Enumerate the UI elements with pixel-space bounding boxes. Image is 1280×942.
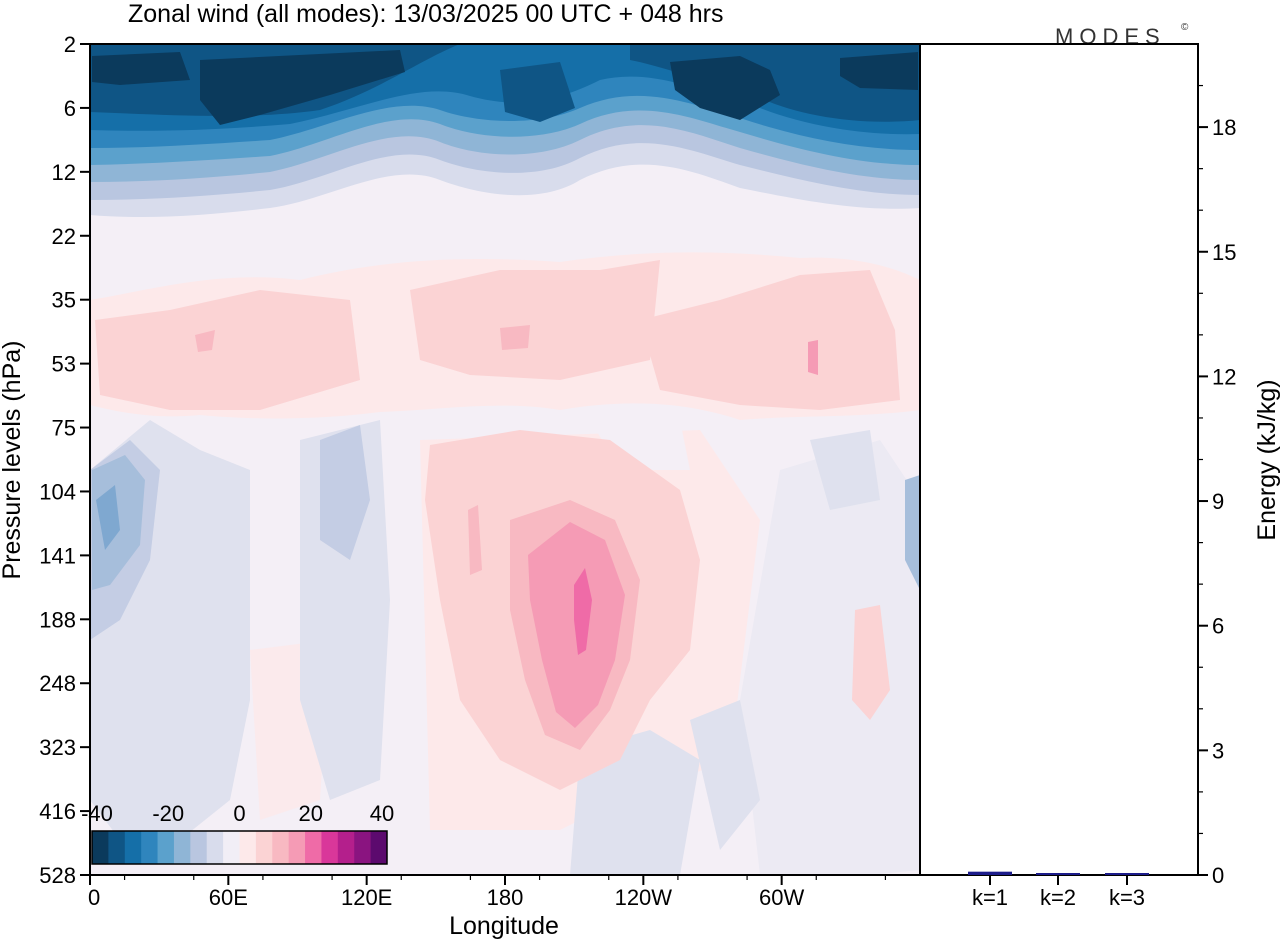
energy-tick-label: 3 bbox=[1212, 738, 1224, 763]
energy-axis-ticks: 0 3 6 9 12 15 18 bbox=[1198, 84, 1236, 888]
y-tick-label: 141 bbox=[39, 543, 76, 568]
y-tick-label: 75 bbox=[52, 416, 76, 441]
colorbar-swatch bbox=[305, 831, 322, 864]
colorbar-label: -40 bbox=[81, 801, 113, 826]
colorbar-frame bbox=[91, 830, 388, 865]
energy-tick-label: 9 bbox=[1212, 489, 1224, 514]
colorbar-swatch bbox=[354, 831, 372, 864]
colorbar-label: 40 bbox=[370, 801, 394, 826]
colorbar-swatch bbox=[108, 831, 126, 864]
x-tick-label: 60W bbox=[759, 885, 804, 910]
x-tick-label: 180 bbox=[487, 885, 524, 910]
energy-bar bbox=[1105, 873, 1149, 875]
x-axis-label: Longitude bbox=[449, 912, 559, 940]
y-tick-label: 528 bbox=[39, 863, 76, 888]
colorbar-swatch bbox=[255, 831, 273, 864]
colorbar-swatch bbox=[239, 831, 257, 864]
energy-tick-label: 15 bbox=[1212, 240, 1236, 265]
energy-bar bbox=[1036, 873, 1080, 875]
energy-tick-label: 12 bbox=[1212, 364, 1236, 389]
y-tick-label: 12 bbox=[52, 160, 76, 185]
x-tick-label: 120W bbox=[615, 885, 673, 910]
energy-category-label: k=1 bbox=[972, 885, 1008, 910]
modes-logo: MODES bbox=[1055, 24, 1166, 49]
energy-bar bbox=[968, 871, 1012, 875]
y-tick-label: 416 bbox=[39, 799, 76, 824]
x-tick-label: 0 bbox=[88, 885, 100, 910]
y-axis-ticks: 2 6 12 22 35 53 75 104 141 188 248 323 416 528 bbox=[39, 32, 90, 888]
energy-axis-label: Energy (kJ/kg) bbox=[1253, 379, 1280, 540]
energy-tick-label: 6 bbox=[1212, 614, 1224, 639]
x-tick-label: 120E bbox=[341, 885, 392, 910]
energy-bars: k=1 k=2 k=3 bbox=[968, 871, 1149, 910]
y-tick-label: 22 bbox=[52, 224, 76, 249]
colorbar-swatch bbox=[141, 831, 159, 864]
colorbar: -40 -20 0 20 40 bbox=[81, 801, 394, 865]
y-tick-label: 35 bbox=[52, 288, 76, 313]
energy-category-label: k=3 bbox=[1109, 885, 1145, 910]
colorbar-swatch bbox=[173, 831, 191, 864]
y-tick-label: 188 bbox=[39, 607, 76, 632]
y-tick-label: 53 bbox=[52, 352, 76, 377]
colorbar-swatch bbox=[206, 831, 224, 864]
colorbar-swatch bbox=[157, 831, 175, 864]
x-tick-label: 60E bbox=[209, 885, 248, 910]
y-tick-label: 248 bbox=[39, 671, 76, 696]
colorbar-swatch bbox=[190, 831, 208, 864]
x-axis-ticks: 0 60E 120E 180 120W 60W bbox=[88, 875, 887, 910]
colorbar-label: 20 bbox=[299, 801, 323, 826]
wind-field bbox=[90, 44, 920, 875]
colorbar-swatch bbox=[124, 831, 142, 864]
chart-title: Zonal wind (all modes): 13/03/2025 00 UT… bbox=[128, 0, 723, 28]
colorbar-swatch bbox=[288, 831, 306, 864]
y-tick-label: 104 bbox=[39, 479, 76, 504]
colorbar-swatch bbox=[223, 831, 240, 864]
colorbar-swatch bbox=[337, 831, 355, 864]
y-tick-label: 323 bbox=[39, 735, 76, 760]
colorbar-label: -20 bbox=[152, 801, 184, 826]
energy-tick-label: 18 bbox=[1212, 115, 1236, 140]
energy-panel-frame bbox=[919, 43, 1199, 876]
y-axis-label: Pressure levels (hPa) bbox=[0, 341, 26, 580]
energy-tick-label: 0 bbox=[1212, 863, 1224, 888]
y-tick-label: 2 bbox=[64, 32, 76, 57]
y-tick-label: 6 bbox=[64, 96, 76, 121]
modes-logo-mark: © bbox=[1181, 22, 1189, 33]
colorbar-label: 0 bbox=[233, 801, 245, 826]
colorbar-swatch bbox=[370, 831, 388, 864]
colorbar-swatch bbox=[272, 831, 290, 864]
colorbar-swatch bbox=[92, 831, 109, 864]
colorbar-swatch bbox=[321, 831, 339, 864]
energy-category-label: k=2 bbox=[1040, 885, 1076, 910]
